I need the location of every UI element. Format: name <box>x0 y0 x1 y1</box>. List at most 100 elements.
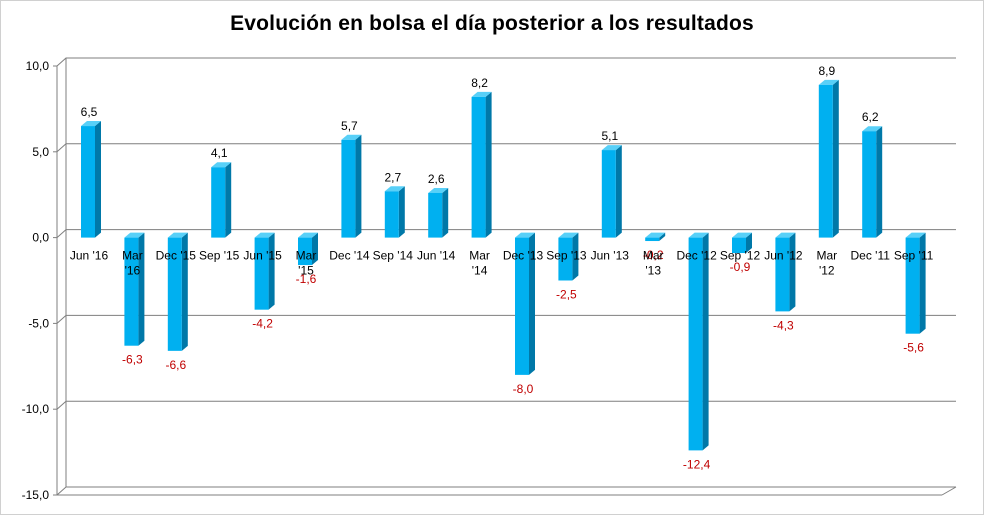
y-axis: 10,0 5,0 0,0 -5,0 -10,0 -15,0 <box>22 59 57 502</box>
data-label: -6,3 <box>122 353 143 367</box>
x-tick-label: Dec '14 <box>329 249 370 263</box>
data-label: 4,1 <box>211 146 228 160</box>
x-tick-label: Jun '14 <box>417 249 456 263</box>
y-tick-label: 5,0 <box>32 145 49 159</box>
bar <box>818 79 839 238</box>
data-label: 6,2 <box>862 110 879 124</box>
bar-front <box>298 237 312 266</box>
bar-front <box>428 192 443 238</box>
bar-side <box>702 232 709 451</box>
x-tick-label: Mar '13 <box>643 249 664 278</box>
labels-layer: 6,5 Jun '16 -6,3 Mar '16 -6,6 Dec '15 4,1 Sep '1… <box>70 64 934 472</box>
x-tick-label: Mar '16 <box>122 249 143 278</box>
bar-top <box>818 79 839 85</box>
x-tick-label: Jun '12 <box>764 249 803 263</box>
bar <box>384 186 405 238</box>
x-tick-label: Sep '12 <box>720 249 761 263</box>
bar-front <box>124 237 139 346</box>
bar-front <box>818 84 833 238</box>
gridline <box>56 57 956 67</box>
bar <box>905 232 926 334</box>
bar-top <box>601 145 622 151</box>
data-label: 2,6 <box>428 172 445 186</box>
data-label: 5,1 <box>601 129 618 143</box>
y-tick-label: 0,0 <box>32 231 49 245</box>
bar-side <box>181 232 188 351</box>
bar <box>124 232 145 346</box>
bar-front <box>254 237 269 310</box>
bar-top <box>211 162 232 168</box>
x-tick-label: Jun '13 <box>591 249 630 263</box>
gridline <box>56 486 956 496</box>
bar-side <box>919 232 926 334</box>
x-tick-label: Sep '13 <box>546 249 587 263</box>
x-tick-label: Sep '14 <box>373 249 414 263</box>
data-label: -12,4 <box>683 457 711 471</box>
bar <box>515 232 535 375</box>
data-label: 2,7 <box>384 170 401 184</box>
x-tick-label: Jun '15 <box>243 249 282 263</box>
bar-front <box>211 167 226 238</box>
bar-top <box>428 187 449 193</box>
bar-front <box>81 126 95 238</box>
bar <box>775 232 796 312</box>
bar-side <box>529 232 535 375</box>
data-label: -0,2 <box>643 248 664 262</box>
data-label: -5,6 <box>903 341 924 355</box>
bar <box>601 145 622 238</box>
bar-front <box>645 237 660 242</box>
bar-front <box>384 191 399 238</box>
bar-front <box>775 237 790 312</box>
chart-title: Evolución en bolsa el día posterior a lo… <box>230 12 754 35</box>
bar-front <box>688 237 703 451</box>
bar-top <box>732 232 752 238</box>
bar-front <box>905 237 920 334</box>
bar-top <box>167 232 188 238</box>
floor-side-edge <box>941 486 957 496</box>
data-label: -4,3 <box>773 318 794 332</box>
bar-front <box>732 237 746 254</box>
x-tick-label: Dec '12 <box>676 249 717 263</box>
gridline <box>56 314 956 324</box>
x-tick-label: Dec '11 <box>850 249 890 263</box>
bar <box>428 187 449 238</box>
x-tick-label: Mar '14 <box>469 249 490 278</box>
bar-side <box>398 186 405 238</box>
y-tick-label: -15,0 <box>22 488 50 502</box>
data-label: -4,2 <box>252 317 273 331</box>
bar-top <box>688 232 709 238</box>
gridline <box>56 229 956 238</box>
bar-side <box>832 79 839 238</box>
data-label: -1,6 <box>296 272 317 286</box>
bar <box>298 232 318 266</box>
bar-side <box>355 134 362 238</box>
data-label: -0,9 <box>730 260 751 274</box>
x-tick-label: Mar '12 <box>816 249 837 278</box>
bar-top <box>384 186 405 192</box>
bar-side <box>485 91 492 238</box>
bar-side <box>572 232 579 281</box>
bar <box>211 162 232 238</box>
bar-side <box>138 232 145 346</box>
bar <box>862 126 883 238</box>
y-tick-label: -5,0 <box>28 316 49 330</box>
bar-side <box>225 162 232 238</box>
x-tick-label: Jun '16 <box>70 249 109 263</box>
bar-front <box>167 237 182 351</box>
gridline <box>56 400 956 410</box>
gridline <box>56 143 956 153</box>
bar <box>688 232 709 451</box>
x-tick-label: Sep '11 <box>894 249 934 263</box>
bar <box>81 121 101 238</box>
x-tick-label: Sep '15 <box>199 249 240 263</box>
bar-top <box>471 91 492 97</box>
bar-top <box>341 134 362 140</box>
bar-side <box>312 232 318 266</box>
bar-top <box>124 232 145 238</box>
data-label: -2,5 <box>556 288 577 302</box>
bar-top <box>862 126 883 132</box>
y-tick-label: 10,0 <box>26 59 50 73</box>
bar-side <box>876 126 883 238</box>
bar-front <box>515 237 529 375</box>
